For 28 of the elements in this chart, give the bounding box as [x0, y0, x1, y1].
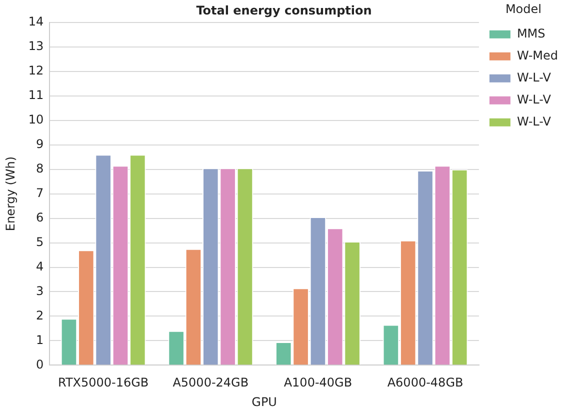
- chart-title: Total energy consumption: [196, 3, 372, 18]
- legend-title: Model: [505, 2, 542, 16]
- legend-label: W-Med: [516, 48, 558, 63]
- legend-label: W-L-V: [516, 114, 552, 129]
- x-tick-label: A6000-48GB: [387, 376, 464, 390]
- y-tick-label: 14: [28, 14, 44, 29]
- legend-label: MMS: [516, 26, 546, 41]
- y-tick-label: 8: [36, 161, 44, 176]
- x-axis-title: GPU: [252, 394, 277, 409]
- legend-label: W-L-V: [516, 70, 552, 85]
- y-tick-label: 7: [36, 186, 44, 200]
- x-tick-label: A100-40GB: [284, 376, 352, 390]
- y-tick-label: 11: [28, 88, 44, 102]
- y-tick-label: 6: [36, 210, 44, 224]
- y-tick-label: 3: [36, 284, 44, 298]
- y-tick-label: 4: [36, 259, 44, 274]
- y-tick-label: 1: [36, 332, 44, 347]
- x-tick-label: RTX5000-16GB: [58, 376, 149, 390]
- y-tick-label: 0: [36, 357, 44, 372]
- legend-label: W-L-V: [516, 92, 552, 107]
- y-tick-label: 12: [28, 63, 44, 78]
- y-tick-label: 10: [28, 112, 44, 126]
- x-tick-label: A5000-24GB: [172, 376, 249, 390]
- y-tick-label: 9: [36, 136, 44, 151]
- y-tick-label: 5: [36, 234, 44, 249]
- y-axis-title: Energy (Wh): [3, 156, 18, 232]
- y-tick-label: 2: [36, 308, 44, 322]
- y-tick-label: 13: [28, 39, 44, 54]
